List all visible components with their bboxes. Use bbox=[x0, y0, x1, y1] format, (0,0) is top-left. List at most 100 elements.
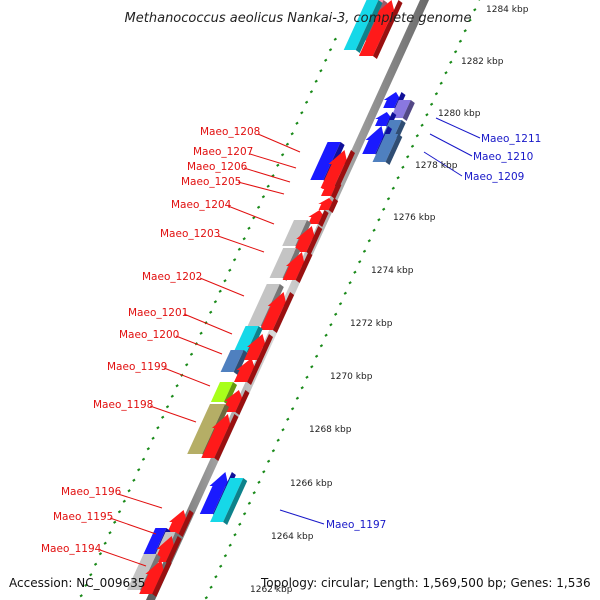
gc-dot bbox=[122, 499, 126, 503]
gc-dot bbox=[242, 237, 246, 241]
gc-dot bbox=[386, 197, 391, 201]
gene-maeo-1198-red2 bbox=[201, 414, 239, 461]
gene-maeo-1195-red bbox=[153, 536, 182, 565]
gc-dot bbox=[377, 218, 381, 222]
gc-dot bbox=[309, 90, 314, 94]
gc-dot bbox=[285, 142, 290, 146]
leader-line bbox=[249, 153, 297, 169]
gc-dot bbox=[304, 100, 309, 104]
gc-dot bbox=[132, 478, 136, 482]
map-title: Methanococcus aeolicus Nankai-3, complet… bbox=[125, 11, 472, 26]
gc-dot bbox=[348, 281, 352, 285]
gc-dot bbox=[175, 384, 179, 388]
gc-dot bbox=[170, 394, 174, 398]
gene-label-maeo-1209: Maeo_1209 bbox=[464, 171, 524, 183]
gene-label-maeo-1207: Maeo_1207 bbox=[193, 146, 253, 158]
gene-arrows bbox=[127, 0, 415, 597]
gc-dot bbox=[338, 302, 343, 306]
leader-line bbox=[99, 549, 147, 567]
gc-dot bbox=[84, 583, 88, 587]
gc-dot bbox=[458, 39, 463, 43]
gc-dot bbox=[305, 375, 309, 379]
gc-dot bbox=[266, 459, 271, 463]
gc-dot bbox=[358, 260, 362, 264]
gene-label-maeo-1194: Maeo_1194 bbox=[41, 543, 102, 555]
gc-dot bbox=[473, 8, 477, 12]
gc-dot bbox=[290, 132, 294, 136]
gc-dot bbox=[396, 176, 400, 180]
gc-dot bbox=[103, 541, 107, 545]
gc-dot bbox=[137, 468, 141, 472]
gc-dot bbox=[117, 510, 122, 514]
gene-maeo-1200-red bbox=[244, 334, 273, 363]
gc-dot bbox=[252, 491, 256, 495]
gc-dot bbox=[146, 447, 150, 451]
gc-dot bbox=[189, 352, 194, 356]
gc-dot bbox=[444, 71, 448, 75]
gc-dot bbox=[324, 333, 328, 337]
gc-dot bbox=[382, 207, 386, 211]
gc-dot bbox=[367, 239, 371, 243]
gene-label-maeo-1210: Maeo_1210 bbox=[473, 151, 533, 163]
leader-line bbox=[257, 133, 301, 153]
gc-dot bbox=[410, 144, 415, 148]
gene-label-maeo-1195: Maeo_1195 bbox=[53, 511, 113, 523]
gc-dot bbox=[310, 365, 314, 369]
gc-dot bbox=[213, 300, 218, 304]
gene-label-maeo-1202: Maeo_1202 bbox=[142, 271, 202, 283]
tick-label-1270: 1270 kbp bbox=[330, 372, 373, 382]
gc-dot bbox=[257, 480, 261, 484]
gc-dot bbox=[401, 165, 405, 169]
gc-dot bbox=[141, 457, 146, 461]
gc-dot bbox=[333, 37, 337, 41]
accession-text: Accession: NC_009635 bbox=[9, 576, 145, 590]
leader-line bbox=[279, 509, 325, 525]
gc-dot bbox=[406, 155, 410, 159]
leader-line bbox=[237, 181, 285, 195]
leader-line bbox=[217, 235, 265, 253]
gc-dot bbox=[113, 520, 117, 524]
gc-dot bbox=[372, 228, 376, 232]
gene-maeo-1197-cyan bbox=[210, 478, 248, 525]
gc-dot bbox=[127, 489, 131, 493]
gc-dot bbox=[252, 216, 256, 220]
gene-top-red bbox=[358, 0, 403, 59]
gc-dot bbox=[223, 279, 227, 283]
tick-label-1272: 1272 kbp bbox=[350, 319, 393, 329]
tick-label-1268: 1268 kbp bbox=[309, 425, 352, 435]
gc-dot bbox=[425, 113, 429, 117]
gc-dot bbox=[156, 426, 160, 430]
gc-dot bbox=[237, 247, 242, 251]
leader-line bbox=[163, 367, 211, 387]
gc-dot bbox=[79, 594, 83, 598]
leader-line bbox=[199, 277, 245, 297]
tick-label-1276: 1276 kbp bbox=[393, 213, 436, 223]
gene-maeo-1207 bbox=[321, 182, 342, 199]
gc-dot bbox=[247, 226, 251, 230]
gc-dot bbox=[232, 258, 237, 262]
gc-dot bbox=[238, 522, 242, 526]
gc-dot bbox=[108, 531, 112, 535]
gc-dot bbox=[324, 58, 328, 62]
leader-line bbox=[109, 517, 157, 535]
leader-line bbox=[117, 493, 163, 509]
tick-label-1266: 1266 kbp bbox=[290, 479, 333, 489]
gc-dot bbox=[334, 312, 338, 316]
leader-line bbox=[423, 151, 463, 177]
topology-text: Topology: circular; Length: 1,569,500 bp… bbox=[260, 576, 591, 590]
gc-dot bbox=[89, 573, 93, 577]
gc-dot bbox=[266, 184, 270, 188]
gc-dot bbox=[262, 470, 266, 474]
gc-dot bbox=[93, 562, 98, 566]
gene-maeo-1209-steel bbox=[372, 134, 403, 165]
gc-dot bbox=[276, 438, 280, 442]
gc-dot bbox=[281, 428, 285, 432]
tick-label-1264: 1264 kbp bbox=[271, 532, 314, 542]
gc-dot bbox=[290, 407, 295, 411]
gene-label-maeo-1197: Maeo_1197 bbox=[326, 519, 386, 531]
gc-dot bbox=[151, 436, 155, 440]
gc-dot bbox=[165, 405, 170, 409]
gc-dot bbox=[233, 533, 237, 537]
